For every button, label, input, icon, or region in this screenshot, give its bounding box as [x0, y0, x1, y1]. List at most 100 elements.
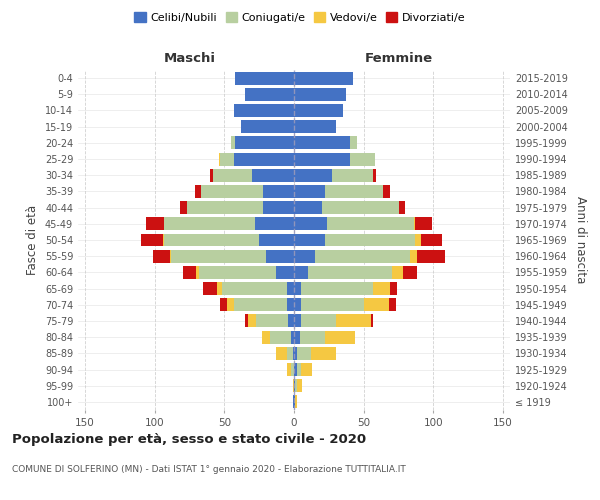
Bar [311, 347, 336, 360]
Bar [308, 266, 392, 279]
Bar [295, 396, 297, 408]
Bar [153, 250, 170, 262]
Bar [291, 330, 294, 344]
Bar [245, 88, 294, 101]
Bar [289, 314, 294, 328]
Bar [172, 250, 266, 262]
Bar [180, 201, 187, 214]
Bar [199, 266, 276, 279]
Bar [231, 136, 235, 149]
Bar [294, 169, 332, 181]
Bar [301, 363, 312, 376]
Bar [416, 250, 445, 262]
Bar [294, 379, 295, 392]
Bar [325, 185, 383, 198]
Bar [383, 185, 390, 198]
Bar [294, 266, 308, 279]
Bar [259, 234, 294, 246]
Bar [294, 185, 325, 198]
Bar [294, 136, 350, 149]
Bar [287, 347, 293, 360]
Bar [256, 314, 289, 328]
Bar [295, 379, 297, 392]
Bar [315, 250, 410, 262]
Bar [294, 363, 297, 376]
Bar [421, 234, 442, 246]
Bar [164, 234, 259, 246]
Bar [390, 282, 397, 295]
Bar [276, 266, 294, 279]
Bar [220, 152, 234, 166]
Bar [294, 88, 346, 101]
Bar [301, 298, 364, 311]
Bar [373, 169, 376, 181]
Bar [294, 218, 328, 230]
Bar [235, 72, 294, 85]
Bar [294, 250, 315, 262]
Bar [163, 234, 164, 246]
Bar [266, 250, 294, 262]
Bar [294, 298, 301, 311]
Bar [248, 314, 256, 328]
Text: Femmine: Femmine [364, 52, 433, 65]
Bar [245, 314, 248, 328]
Bar [297, 347, 311, 360]
Bar [221, 282, 287, 295]
Bar [293, 379, 294, 392]
Bar [328, 218, 414, 230]
Bar [291, 363, 294, 376]
Bar [164, 218, 255, 230]
Bar [392, 266, 403, 279]
Bar [294, 152, 350, 166]
Bar [235, 136, 294, 149]
Bar [241, 120, 294, 133]
Bar [187, 201, 263, 214]
Bar [350, 152, 375, 166]
Bar [325, 234, 415, 246]
Bar [294, 72, 353, 85]
Bar [371, 314, 373, 328]
Bar [415, 218, 432, 230]
Bar [252, 169, 294, 181]
Bar [211, 169, 213, 181]
Bar [255, 218, 294, 230]
Bar [294, 104, 343, 117]
Bar [213, 169, 252, 181]
Bar [410, 250, 416, 262]
Bar [234, 104, 294, 117]
Bar [271, 330, 291, 344]
Bar [332, 169, 373, 181]
Bar [325, 330, 355, 344]
Bar [293, 396, 294, 408]
Bar [234, 298, 287, 311]
Text: COMUNE DI SOLFERINO (MN) - Dati ISTAT 1° gennaio 2020 - Elaborazione TUTTITALIA.: COMUNE DI SOLFERINO (MN) - Dati ISTAT 1°… [12, 466, 406, 474]
Bar [415, 234, 421, 246]
Bar [364, 298, 389, 311]
Bar [220, 298, 227, 311]
Bar [287, 298, 294, 311]
Bar [294, 282, 301, 295]
Bar [287, 282, 294, 295]
Bar [389, 298, 396, 311]
Bar [263, 185, 294, 198]
Bar [234, 152, 294, 166]
Bar [403, 266, 416, 279]
Bar [294, 120, 336, 133]
Bar [297, 363, 301, 376]
Bar [301, 314, 336, 328]
Bar [301, 282, 373, 295]
Bar [141, 234, 163, 246]
Bar [299, 330, 325, 344]
Y-axis label: Fasce di età: Fasce di età [26, 205, 39, 275]
Bar [294, 347, 297, 360]
Bar [263, 201, 294, 214]
Bar [294, 234, 325, 246]
Bar [217, 282, 221, 295]
Bar [293, 347, 294, 360]
Bar [196, 266, 199, 279]
Bar [146, 218, 164, 230]
Bar [227, 298, 234, 311]
Bar [414, 218, 415, 230]
Bar [170, 250, 172, 262]
Bar [297, 379, 302, 392]
